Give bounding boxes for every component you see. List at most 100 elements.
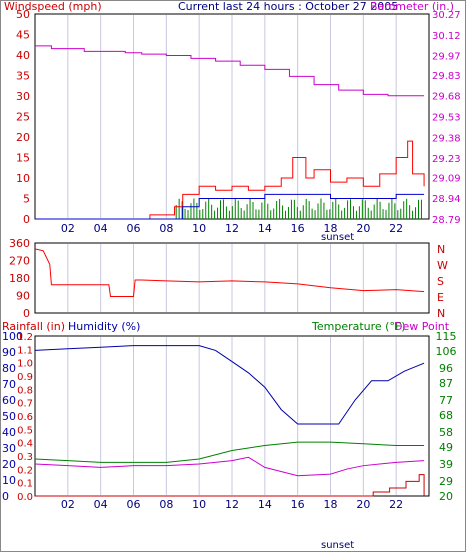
wind-tick-label: 50 (16, 8, 30, 21)
rainfall-tick-label: 0.7 (17, 399, 33, 410)
temperature-tick-label: 115 (436, 330, 457, 343)
humidity-tick-label: 90 (2, 346, 16, 359)
x-tick-label: 10 (192, 498, 206, 511)
humidity-tick-label: 100 (2, 330, 23, 343)
windspeed-line (35, 140, 425, 220)
barometer-tick-label: 29.83 (432, 71, 461, 82)
rainfall-line (35, 474, 425, 497)
wind-tick-label: 40 (16, 49, 30, 62)
wind-direction-line (34, 248, 425, 297)
rainfall-tick-label: 0.0 (17, 492, 33, 503)
x-tick-label: 02 (61, 498, 75, 511)
x-tick-label: 08 (159, 498, 173, 511)
temperature-tick-label: 39 (439, 458, 453, 471)
rainfall-tick-label: 1.2 (17, 332, 33, 343)
x-tick-label: 04 (94, 498, 108, 511)
barometer-line (35, 45, 425, 97)
barometer-tick-label: 29.09 (432, 173, 461, 184)
rainfall-tick-label: 0.3 (17, 452, 33, 463)
humidity-tick-label: 30 (2, 442, 16, 455)
panel3-right-ticks: 20 29 39 49 58 68 77 87 96 106 115 (436, 330, 457, 503)
humidity-tick-label: 20 (2, 458, 16, 471)
x-tick-label: 10 (192, 222, 206, 235)
wind-tick-label: 25 (16, 111, 30, 124)
humidity-tick-label: 40 (2, 426, 16, 439)
direction-tick-label: 0 (23, 307, 30, 320)
wind-average-line (35, 193, 425, 220)
temperature-tick-label: 29 (439, 475, 453, 488)
direction-tick-label: 90 (16, 290, 30, 303)
barometer-tick-label: 29.23 (432, 154, 461, 165)
rainfall-axis-title: Rainfall (in) (2, 320, 65, 333)
x-tick-label: 22 (389, 222, 403, 235)
x-tick-label: 18 (324, 498, 338, 511)
chart-title: Current last 24 hours : October 27 2005 (178, 0, 398, 13)
rainfall-tick-label: 0.1 (17, 479, 33, 490)
barometer-tick-label: 28.79 (432, 215, 461, 226)
wind-tick-label: 45 (16, 29, 30, 42)
temperature-tick-label: 87 (439, 377, 453, 390)
dewpoint-line (34, 456, 425, 477)
wind-tick-label: 10 (16, 172, 30, 185)
panel1-x-ticks: 02 04 06 08 10 12 14 16 18 20 22 (61, 222, 403, 235)
sunset-label-1: sunset (321, 232, 354, 243)
wind-bars-group (175, 198, 422, 219)
humidity-line (34, 345, 425, 425)
temperature-tick-label: 58 (439, 426, 453, 439)
direction-letter: E (437, 291, 444, 304)
wind-tick-label: 30 (16, 90, 30, 103)
direction-tick-label: 180 (9, 272, 30, 285)
panel1-left-ticks: 0 5 10 15 20 25 30 35 40 45 50 (16, 8, 30, 226)
temperature-tick-label: 49 (439, 441, 453, 454)
x-tick-label: 18 (324, 222, 338, 235)
barometer-tick-label: 29.68 (432, 92, 461, 103)
direction-letter: W (437, 259, 448, 272)
rainfall-tick-label: 1.0 (17, 359, 33, 370)
x-tick-label: 06 (127, 498, 141, 511)
barometer-tick-label: 30.27 (432, 10, 461, 21)
panel2-left-ticks: 0 90 180 270 360 (9, 237, 30, 320)
x-tick-label: 20 (356, 498, 370, 511)
barometer-tick-label: 30.12 (432, 31, 461, 42)
x-tick-label: 16 (291, 222, 305, 235)
direction-tick-label: 360 (9, 237, 30, 250)
panel2-gridlines (67, 244, 397, 312)
direction-letter: N (437, 307, 445, 320)
humidity-tick-label: 10 (2, 474, 16, 487)
barometer-tick-label: 29.97 (432, 52, 461, 63)
humidity-axis-title: Humidity (%) (68, 320, 140, 333)
panel3-gridlines (67, 337, 397, 495)
barometer-tick-label: 28.94 (432, 194, 461, 205)
direction-letter: N (437, 243, 445, 256)
temperature-line (34, 441, 425, 463)
dewpoint-axis-title: Dew Point (394, 320, 450, 333)
wind-tick-label: 35 (16, 70, 30, 83)
temperature-tick-label: 77 (439, 394, 453, 407)
x-tick-label: 16 (291, 498, 305, 511)
wind-tick-label: 20 (16, 131, 30, 144)
rainfall-tick-label: 0.5 (17, 425, 33, 436)
rainfall-tick-label: 0.6 (17, 412, 33, 423)
rainfall-tick-label: 0.8 (17, 385, 33, 396)
panel3-left-ticks: 0 10 20 30 40 50 60 70 80 90 100 0.0 0.1 0.2 0.3 0.4 0.5… (2, 330, 33, 503)
temperature-tick-label: 106 (436, 345, 457, 358)
panel1-series (35, 45, 425, 220)
rainfall-tick-label: 0.4 (17, 439, 33, 450)
barometer-tick-label: 29.53 (432, 113, 461, 124)
humidity-tick-label: 60 (2, 394, 16, 407)
direction-tick-label: 270 (9, 255, 30, 268)
humidity-tick-label: 50 (2, 410, 16, 423)
temperature-axis-title: Temperature (°F) (311, 320, 406, 333)
x-tick-label: 12 (225, 222, 239, 235)
barometer-axis-title: Barometer (in.) (370, 0, 454, 13)
humidity-tick-label: 80 (2, 362, 16, 375)
rainfall-tick-label: 1.1 (17, 345, 33, 356)
x-tick-label: 20 (356, 222, 370, 235)
x-tick-label: 14 (258, 498, 272, 511)
wind-tick-label: 5 (23, 193, 30, 206)
windspeed-axis-title: Windspeed (mph) (4, 0, 102, 13)
x-tick-label: 02 (61, 222, 75, 235)
temperature-tick-label: 68 (439, 409, 453, 422)
